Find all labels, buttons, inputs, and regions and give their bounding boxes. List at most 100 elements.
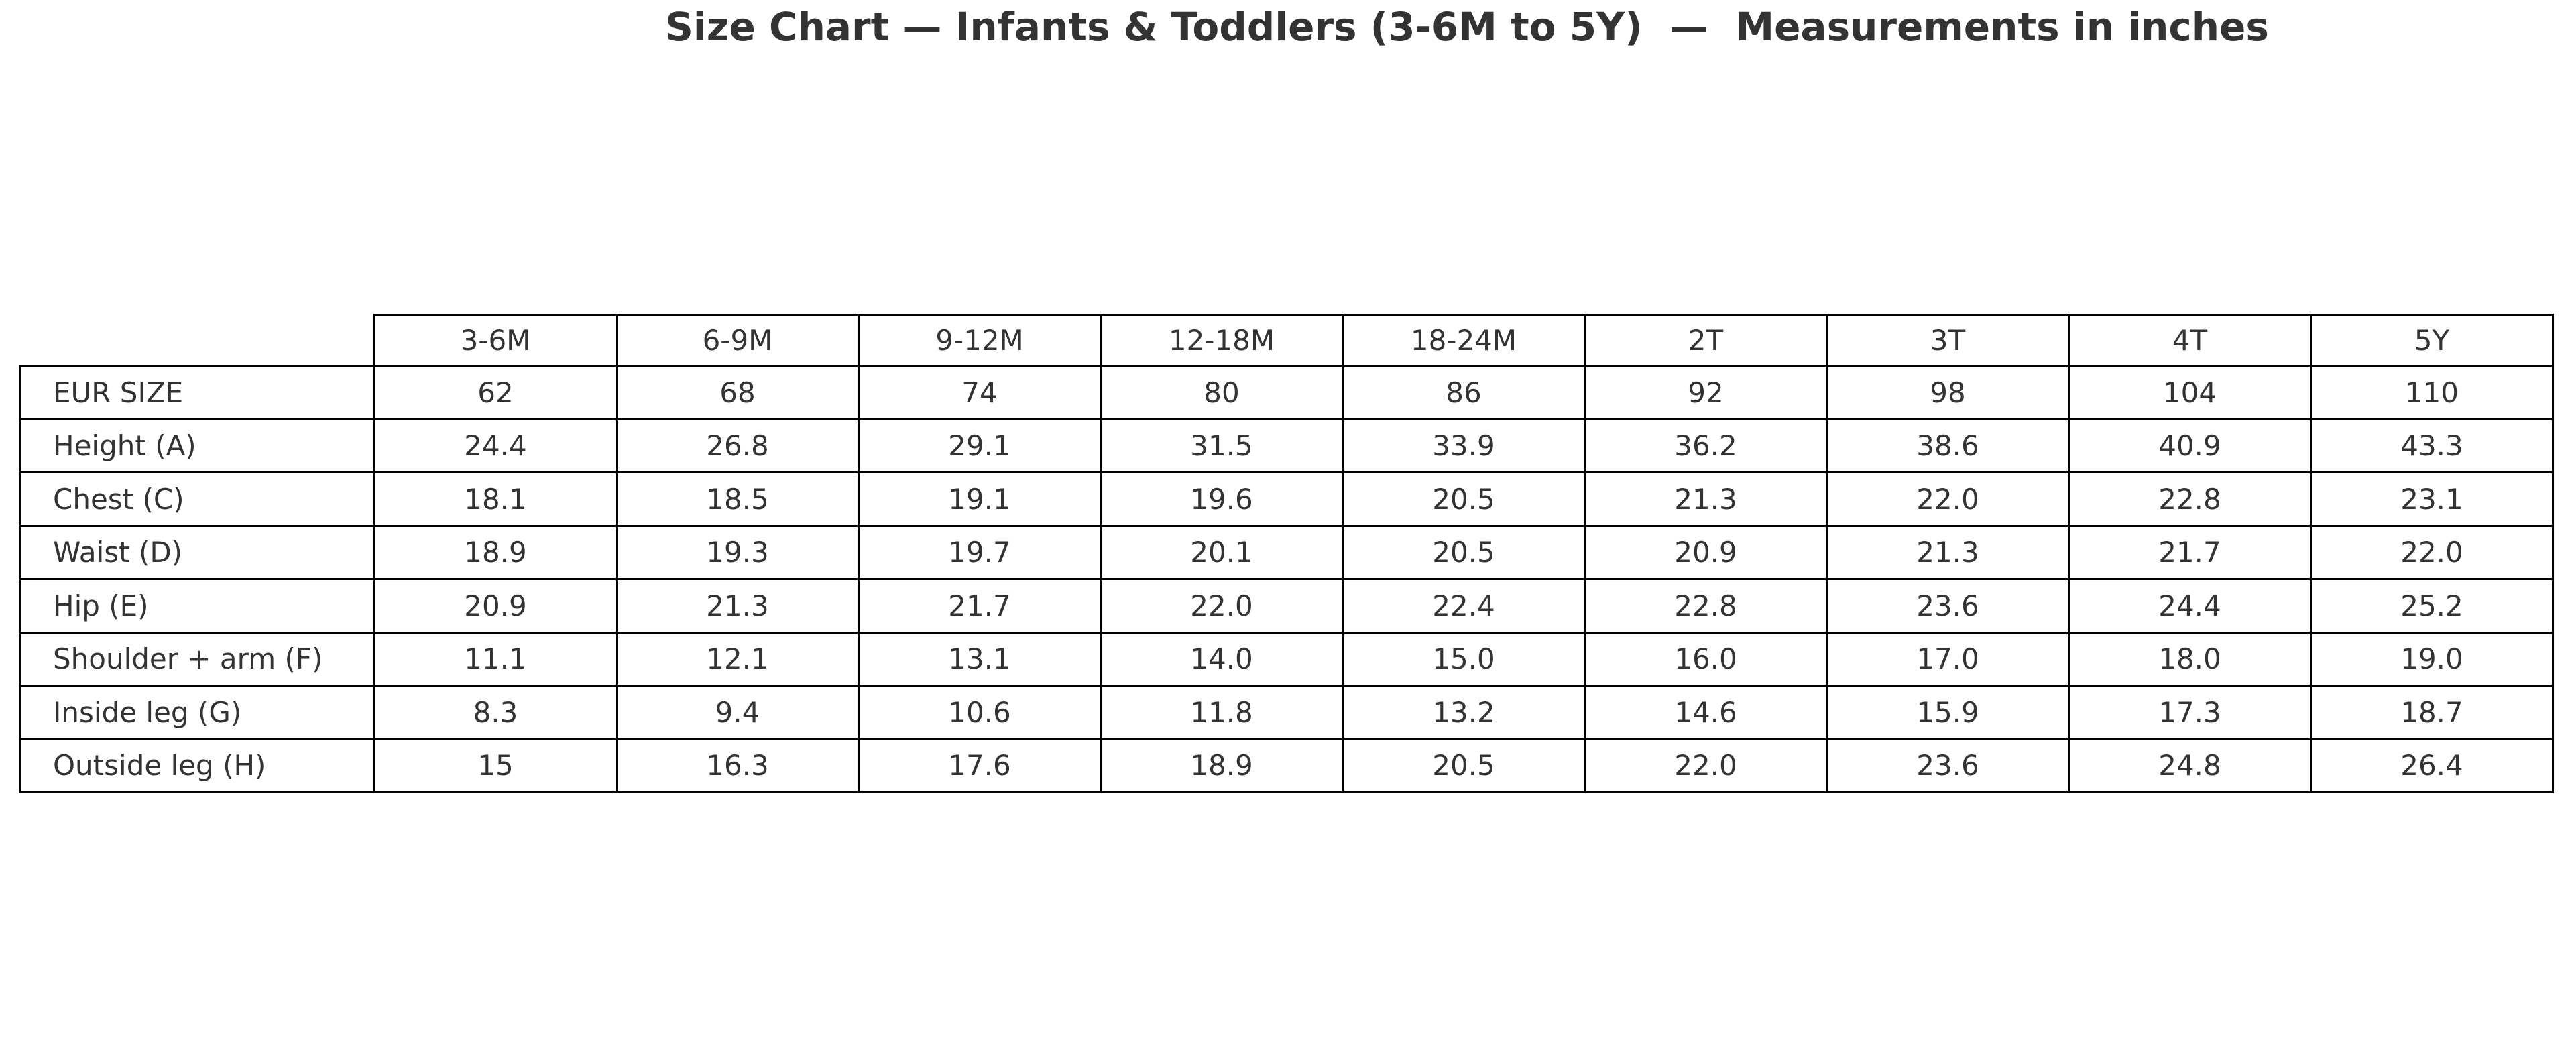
table-cell: 110 (2310, 365, 2554, 420)
table-cell: 17.6 (858, 738, 1102, 793)
table-row-outside-leg-h: Outside leg (H) 15 16.3 17.6 18.9 20.5 22.0 23.… (19, 738, 2554, 793)
table-cell: 13.1 (858, 631, 1102, 687)
table-cell: 21.3 (1826, 524, 2070, 580)
table-row-eur-size: EUR SIZE 62 68 74 80 86 92 98 104 110 (19, 365, 2554, 420)
table-cell: 22.8 (1584, 578, 1828, 634)
corner-cell-empty (20, 315, 375, 366)
table-cell: 9.4 (616, 685, 860, 740)
table-cell: 40.9 (2068, 418, 2312, 473)
table-cell: 16.0 (1584, 631, 1828, 687)
table-cell: 8.3 (373, 685, 618, 740)
column-header-9-12m: 9-12M (858, 314, 1102, 367)
table-cell: 18.7 (2310, 685, 2554, 740)
table-cell: 24.4 (2068, 578, 2312, 634)
table-cell: 13.2 (1342, 685, 1586, 740)
table-cell: 68 (616, 365, 860, 420)
table-cell: 38.6 (1826, 418, 2070, 473)
table-cell: 23.6 (1826, 738, 2070, 793)
table-row-waist-d: Waist (D) 18.9 19.3 19.7 20.1 20.5 20.9 21.3 21.… (19, 524, 2554, 580)
table-cell: 20.9 (373, 578, 618, 634)
table-cell: 29.1 (858, 418, 1102, 473)
table-cell: 92 (1584, 365, 1828, 420)
table-cell: 14.0 (1100, 631, 1344, 687)
table-row-inside-leg-g: Inside leg (G) 8.3 9.4 10.6 11.8 13.2 14.6 15.9… (19, 685, 2554, 740)
table-cell: 18.9 (1100, 738, 1344, 793)
column-header-5y: 5Y (2310, 314, 2554, 367)
table-cell: 86 (1342, 365, 1586, 420)
table-cell: 15.9 (1826, 685, 2070, 740)
size-chart-table: 3-6M 6-9M 9-12M 12-18M 18-24M 2T 3T 4T 5Y EUR SI… (19, 314, 2554, 793)
table-cell: 22.8 (2068, 471, 2312, 527)
table-cell: 21.7 (2068, 524, 2312, 580)
column-header-3-6m: 3-6M (373, 314, 618, 367)
row-label-inside-leg-g: Inside leg (G) (19, 685, 375, 740)
table-cell: 22.0 (2310, 524, 2554, 580)
table-cell: 19.0 (2310, 631, 2554, 687)
table-row-chest-c: Chest (C) 18.1 18.5 19.1 19.6 20.5 21.3 22.0 22.… (19, 471, 2554, 527)
table-cell: 21.3 (1584, 471, 1828, 527)
column-header-4t: 4T (2068, 314, 2312, 367)
column-header-18-24m: 18-24M (1342, 314, 1586, 367)
table-cell: 19.1 (858, 471, 1102, 527)
table-cell: 22.0 (1826, 471, 2070, 527)
table-cell: 11.8 (1100, 685, 1344, 740)
table-cell: 22.0 (1100, 578, 1344, 634)
table-cell: 20.5 (1342, 524, 1586, 580)
table-cell: 25.2 (2310, 578, 2554, 634)
table-cell: 18.9 (373, 524, 618, 580)
header-row: 3-6M 6-9M 9-12M 12-18M 18-24M 2T 3T 4T 5Y (20, 314, 2554, 367)
row-label-shoulder-arm-f: Shoulder + arm (F) (19, 631, 375, 687)
table-cell: 74 (858, 365, 1102, 420)
row-label-hip-e: Hip (E) (19, 578, 375, 634)
table-cell: 18.5 (616, 471, 860, 527)
table-cell: 19.7 (858, 524, 1102, 580)
table-cell: 22.4 (1342, 578, 1586, 634)
row-label-eur-size: EUR SIZE (19, 365, 375, 420)
table-cell: 16.3 (616, 738, 860, 793)
table-cell: 20.5 (1342, 738, 1586, 793)
table-cell: 11.1 (373, 631, 618, 687)
row-label-chest-c: Chest (C) (19, 471, 375, 527)
table-cell: 43.3 (2310, 418, 2554, 473)
table-header: 3-6M 6-9M 9-12M 12-18M 18-24M 2T 3T 4T 5Y (20, 314, 2554, 367)
table-cell: 36.2 (1584, 418, 1828, 473)
table-cell: 17.0 (1826, 631, 2070, 687)
table-cell: 12.1 (616, 631, 860, 687)
column-header-12-18m: 12-18M (1100, 314, 1344, 367)
table-cell: 21.3 (616, 578, 860, 634)
table-body: EUR SIZE 62 68 74 80 86 92 98 104 110 Height (A) 24… (19, 365, 2554, 793)
table-cell: 98 (1826, 365, 2070, 420)
table-cell: 17.3 (2068, 685, 2312, 740)
column-header-2t: 2T (1584, 314, 1828, 367)
table-cell: 15.0 (1342, 631, 1586, 687)
table-cell: 15 (373, 738, 618, 793)
row-label-outside-leg-h: Outside leg (H) (19, 738, 375, 793)
table-cell: 20.5 (1342, 471, 1586, 527)
table-cell: 20.1 (1100, 524, 1344, 580)
table-cell: 22.0 (1584, 738, 1828, 793)
table-cell: 23.6 (1826, 578, 2070, 634)
table-row-height-a: Height (A) 24.4 26.8 29.1 31.5 33.9 36.2 38.6 40… (19, 418, 2554, 473)
table-cell: 18.1 (373, 471, 618, 527)
table-cell: 104 (2068, 365, 2312, 420)
table-row-hip-e: Hip (E) 20.9 21.3 21.7 22.0 22.4 22.8 23.6 24.4 2… (19, 578, 2554, 634)
table-row-shoulder-arm-f: Shoulder + arm (F) 11.1 12.1 13.1 14.0 15.0 16… (19, 631, 2554, 687)
table-cell: 26.4 (2310, 738, 2554, 793)
table-cell: 21.7 (858, 578, 1102, 634)
table-cell: 14.6 (1584, 685, 1828, 740)
page-title: Size Chart — Infants & Toddlers (3-6M to… (665, 4, 2269, 50)
table-cell: 33.9 (1342, 418, 1586, 473)
table-cell: 19.3 (616, 524, 860, 580)
table-cell: 26.8 (616, 418, 860, 473)
table-cell: 23.1 (2310, 471, 2554, 527)
column-header-3t: 3T (1826, 314, 2070, 367)
row-label-waist-d: Waist (D) (19, 524, 375, 580)
table-cell: 18.0 (2068, 631, 2312, 687)
table-cell: 24.4 (373, 418, 618, 473)
table-cell: 20.9 (1584, 524, 1828, 580)
table-cell: 31.5 (1100, 418, 1344, 473)
table-cell: 24.8 (2068, 738, 2312, 793)
table-cell: 19.6 (1100, 471, 1344, 527)
row-label-height-a: Height (A) (19, 418, 375, 473)
